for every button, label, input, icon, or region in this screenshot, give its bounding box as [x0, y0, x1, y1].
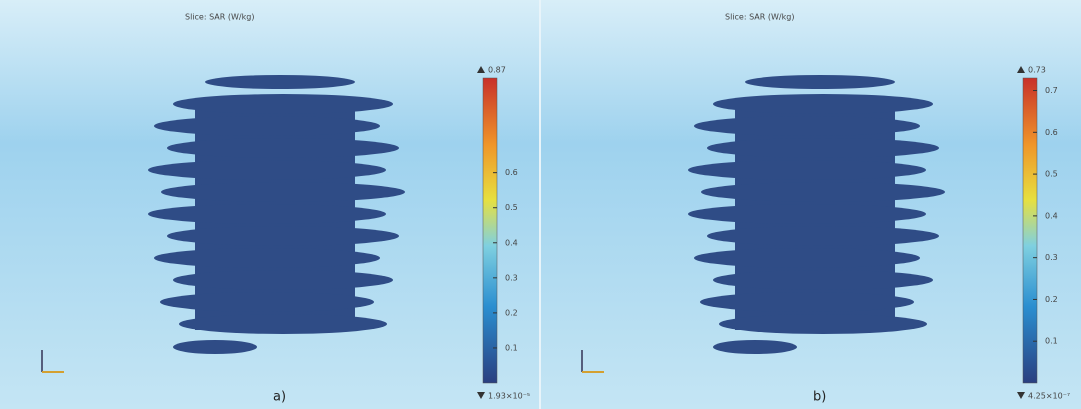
colorbar-tick-label: 0.2: [1045, 295, 1058, 304]
panel-label: b): [813, 390, 826, 405]
panel-label: a): [273, 390, 286, 405]
coil-turn: [713, 270, 933, 290]
coil-turn: [694, 116, 920, 136]
coil-turn: [173, 340, 257, 354]
coil-turn: [688, 204, 926, 224]
coil-turn: [167, 138, 399, 158]
colorbar-tick-label: 0.1: [1045, 337, 1058, 346]
coil-turn: [154, 248, 380, 268]
panel-title: Slice: SAR (W/kg): [185, 13, 254, 22]
colorbar-min: 1.93×10⁻⁵: [488, 392, 530, 401]
coil-turn: [167, 226, 399, 246]
coil-turn: [707, 226, 939, 246]
coil-turn: [148, 204, 386, 224]
coil-turn: [154, 116, 380, 136]
colorbar-tick-label: 0.2: [505, 308, 518, 317]
colorbar-tick-label: 0.5: [1045, 170, 1058, 179]
colorbar-max: 0.87: [488, 66, 506, 75]
coil-turn: [713, 340, 797, 354]
colorbar: [483, 78, 497, 383]
coil-turn: [173, 270, 393, 290]
colorbar-max: 0.73: [1028, 66, 1046, 75]
colorbar-min: 4.25×10⁻⁷: [1028, 392, 1070, 401]
coil-turn: [713, 94, 933, 114]
coil-turn: [161, 182, 405, 202]
coil-turn: [694, 248, 920, 268]
colorbar-tick-label: 0.3: [1045, 253, 1058, 262]
colorbar-tick-label: 0.4: [1045, 211, 1058, 220]
coil-turn: [148, 160, 386, 180]
coil-turn: [173, 94, 393, 114]
colorbar-tick-label: 0.5: [505, 203, 518, 212]
colorbar-tick-label: 0.6: [1045, 128, 1058, 137]
colorbar: [1023, 78, 1037, 383]
colorbar-tick-label: 0.3: [505, 273, 518, 282]
panel-title: Slice: SAR (W/kg): [725, 13, 794, 22]
coil-turn: [205, 75, 355, 89]
coil-turn: [160, 292, 374, 312]
colorbar-tick-label: 0.1: [505, 343, 518, 352]
coil-turn: [179, 314, 387, 334]
coil-turn: [745, 75, 895, 89]
colorbar-tick-label: 0.6: [505, 168, 518, 177]
coil-turn: [688, 160, 926, 180]
coil-turn: [701, 182, 945, 202]
coil-turn: [700, 292, 914, 312]
coil-turn: [719, 314, 927, 334]
figure: Slice: SAR (W/kg) 0.6 0.5 0.4 0.3 0.2 0.1 0.87 1…: [0, 0, 1081, 409]
coil-turn: [707, 138, 939, 158]
colorbar-tick-label: 0.4: [505, 238, 518, 247]
colorbar-tick-label: 0.7: [1045, 86, 1058, 95]
